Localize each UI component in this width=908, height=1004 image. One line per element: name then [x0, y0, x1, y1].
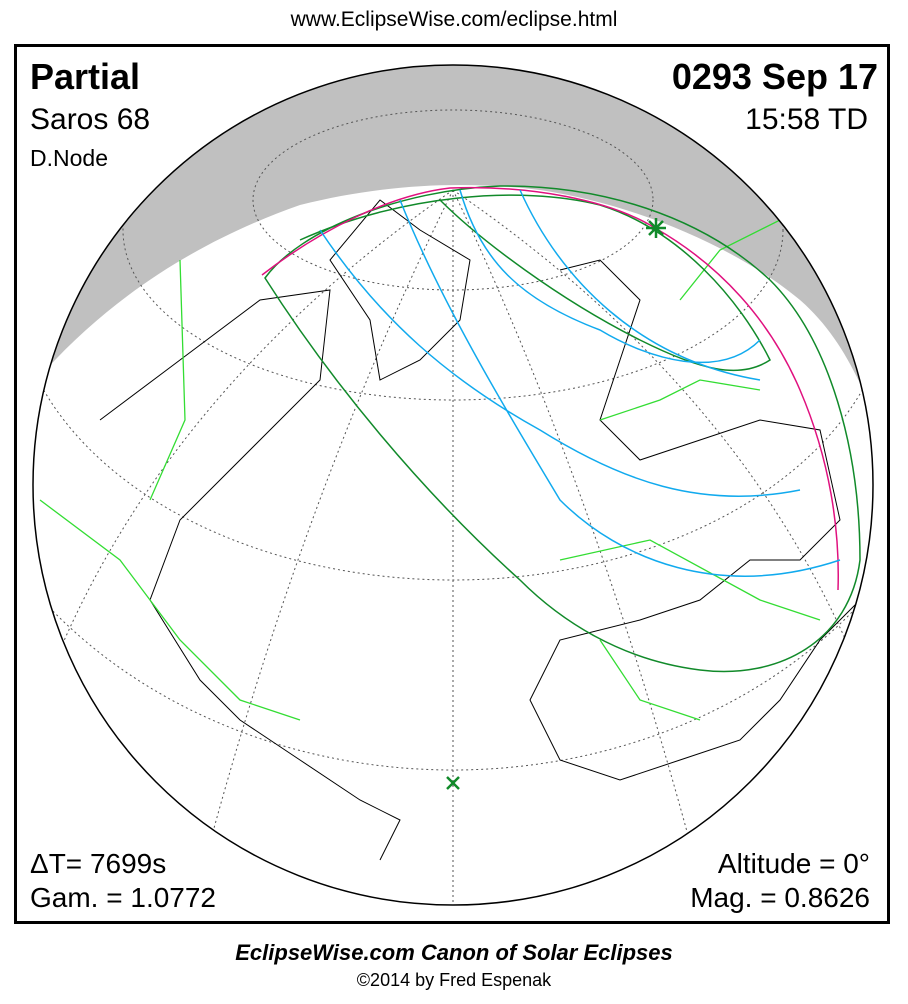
- sub-solar-x-icon: [446, 776, 460, 790]
- eclipse-time: 15:58 TD: [745, 103, 868, 136]
- penumbra-limit-outer: [264, 185, 861, 673]
- coastlines: [99, 199, 861, 861]
- greatest-eclipse-star-icon: [646, 218, 666, 238]
- graticule: [33, 65, 873, 905]
- saros: Saros 68: [30, 103, 151, 136]
- globe-outline: [32, 64, 874, 906]
- altitude: Altitude = 0°: [717, 848, 870, 879]
- penumbra-limit-inner: [299, 194, 771, 372]
- eclipse-type: Partial: [30, 56, 141, 97]
- map-frame: [14, 44, 890, 924]
- source-url: www.EclipseWise.com/eclipse.html: [290, 8, 618, 31]
- gamma: Gam. = 1.0772: [30, 882, 217, 913]
- canon-title: EclipseWise.com Canon of Solar Eclipses: [235, 940, 673, 965]
- eclipse-date: 0293 Sep 17: [671, 56, 878, 97]
- node: D.Node: [30, 145, 108, 171]
- delta-t: ΔT= 7699s: [30, 848, 167, 879]
- copyright: ©2014 by Fred Espenak: [356, 970, 552, 990]
- magnitude: Mag. = 0.8626: [690, 882, 870, 913]
- borders: [39, 219, 831, 721]
- magnitude-curves: [319, 189, 841, 577]
